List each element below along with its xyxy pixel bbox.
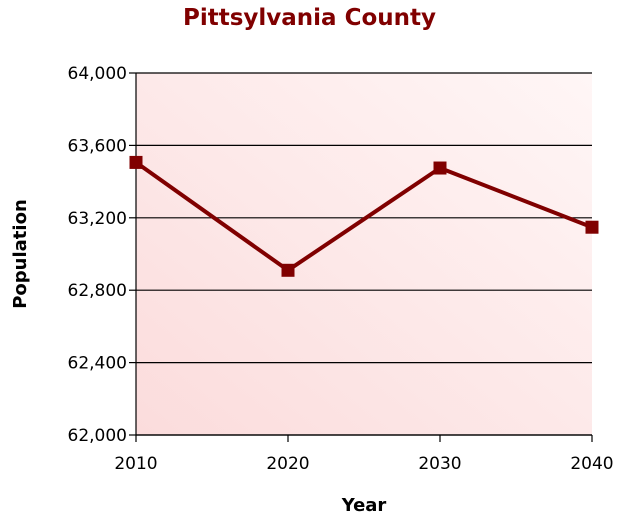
data-series bbox=[129, 155, 599, 277]
x-tick-label: 2020 bbox=[266, 454, 309, 474]
data-point-marker bbox=[281, 263, 295, 277]
data-point-marker bbox=[433, 161, 447, 175]
data-point-marker bbox=[129, 155, 143, 169]
x-tick-label: 2010 bbox=[114, 454, 157, 474]
y-axis-title: Population bbox=[10, 199, 31, 309]
x-tick-label: 2040 bbox=[570, 454, 613, 474]
y-tick-label: 63,200 bbox=[68, 209, 127, 229]
x-axis-title: Year bbox=[341, 495, 387, 516]
data-point-marker bbox=[585, 220, 599, 234]
y-tick-label: 63,600 bbox=[68, 136, 127, 156]
x-tick-label: 2030 bbox=[418, 454, 461, 474]
y-tick-label: 62,400 bbox=[68, 354, 127, 374]
y-tick-label: 62,000 bbox=[68, 426, 127, 446]
plot-area bbox=[136, 73, 592, 435]
series-line bbox=[134, 160, 593, 273]
y-tick-label: 62,800 bbox=[68, 281, 127, 301]
y-tick-label: 64,000 bbox=[68, 64, 127, 84]
axes: 62,000 62,400 62,800 63,200 63,600 64,000 2010… bbox=[68, 64, 614, 474]
chart-title: Pittsylvania County bbox=[182, 5, 436, 31]
